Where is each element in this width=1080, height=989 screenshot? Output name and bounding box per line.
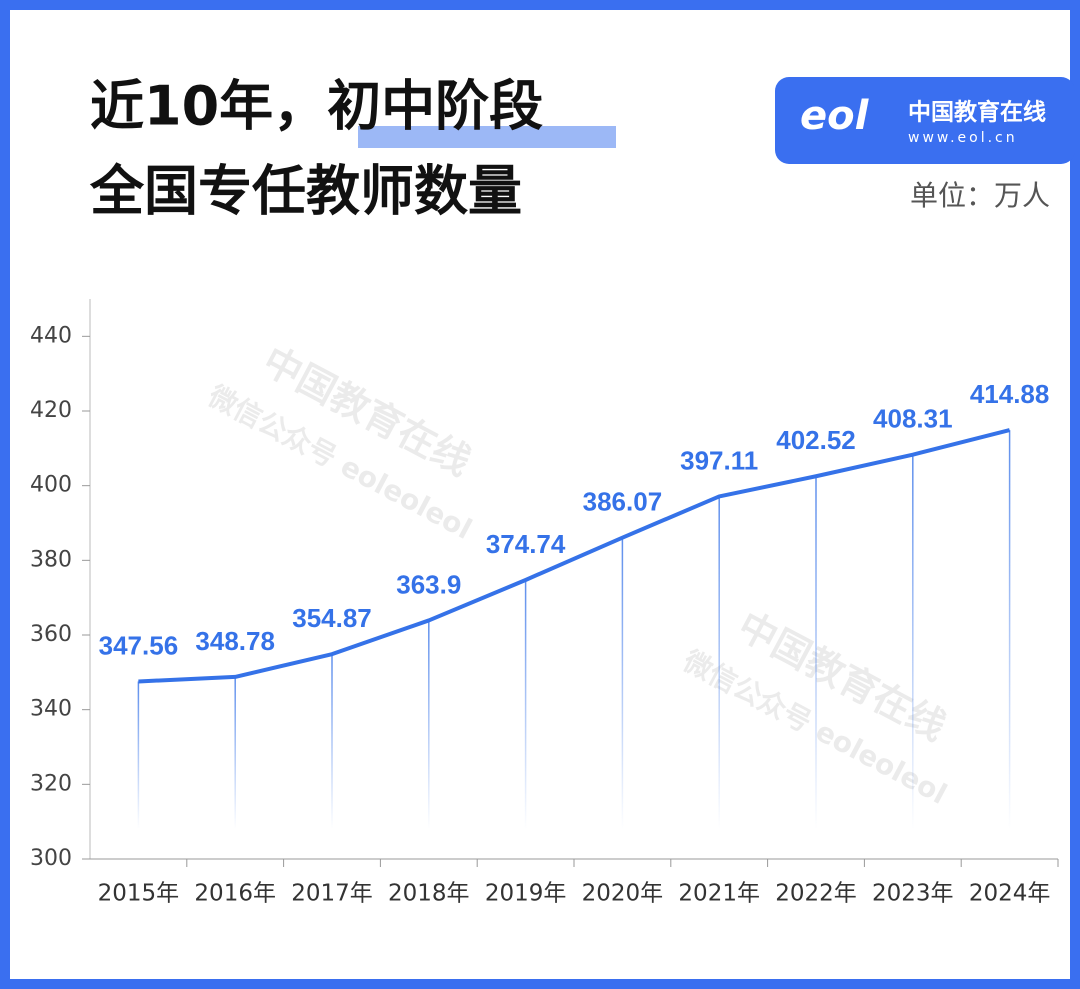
y-tick-label: 420 [30, 398, 72, 423]
data-label: 386.07 [583, 487, 663, 517]
data-label: 397.11 [680, 445, 758, 475]
title-line: 近10年，初中阶段 [90, 75, 543, 138]
unit: 单位：万人 [910, 179, 1050, 212]
x-tick-label: 2018年 [388, 881, 470, 907]
data-label: 354.87 [292, 603, 372, 633]
x-tick-label: 2015年 [98, 881, 180, 907]
y-tick-label: 380 [30, 547, 72, 572]
data-label: 363.9 [396, 569, 461, 599]
logo-mark: eol [800, 93, 870, 139]
drop-line [815, 476, 817, 829]
x-tick-label: 2019年 [485, 881, 567, 907]
x-tick-label: 2023年 [872, 881, 954, 907]
data-label: 408.31 [873, 404, 953, 434]
x-tick-label: 2022年 [775, 881, 857, 907]
y-tick-label: 440 [30, 323, 72, 348]
drop-line [912, 454, 914, 829]
y-tick-label: 300 [30, 846, 72, 871]
logo-name: 中国教育在线 [908, 99, 1046, 126]
x-tick-label: 2017年 [291, 881, 373, 907]
logo-url: www.eol.cn [908, 130, 1018, 146]
data-label: 374.74 [486, 529, 566, 559]
data-label: 348.78 [195, 626, 275, 656]
drop-line [718, 496, 720, 829]
line [138, 428, 1011, 684]
drop-line [621, 537, 624, 829]
drop-line [331, 654, 333, 829]
drop-line [234, 676, 236, 829]
x-tick-label: 2024年 [969, 881, 1051, 907]
y-tick-label: 320 [30, 771, 72, 796]
drop-line [137, 681, 140, 829]
y-tick-label: 400 [30, 473, 72, 498]
data-label: 402.52 [776, 425, 856, 455]
title-highlight [358, 126, 616, 148]
y-tick-label: 340 [30, 697, 72, 722]
drop-line [1008, 430, 1011, 829]
data-label: 414.88 [970, 379, 1050, 409]
x-tick-label: 2016年 [194, 881, 276, 907]
x-tick-label: 2021年 [678, 881, 760, 907]
logo-box [775, 77, 1075, 164]
drop-line [524, 579, 527, 829]
drop-line [428, 620, 430, 829]
x-tick-label: 2020年 [582, 881, 664, 907]
data-label: 347.56 [99, 630, 179, 660]
y-tick-label: 360 [30, 622, 72, 647]
title-line: 全国专任教师数量 [89, 160, 522, 223]
